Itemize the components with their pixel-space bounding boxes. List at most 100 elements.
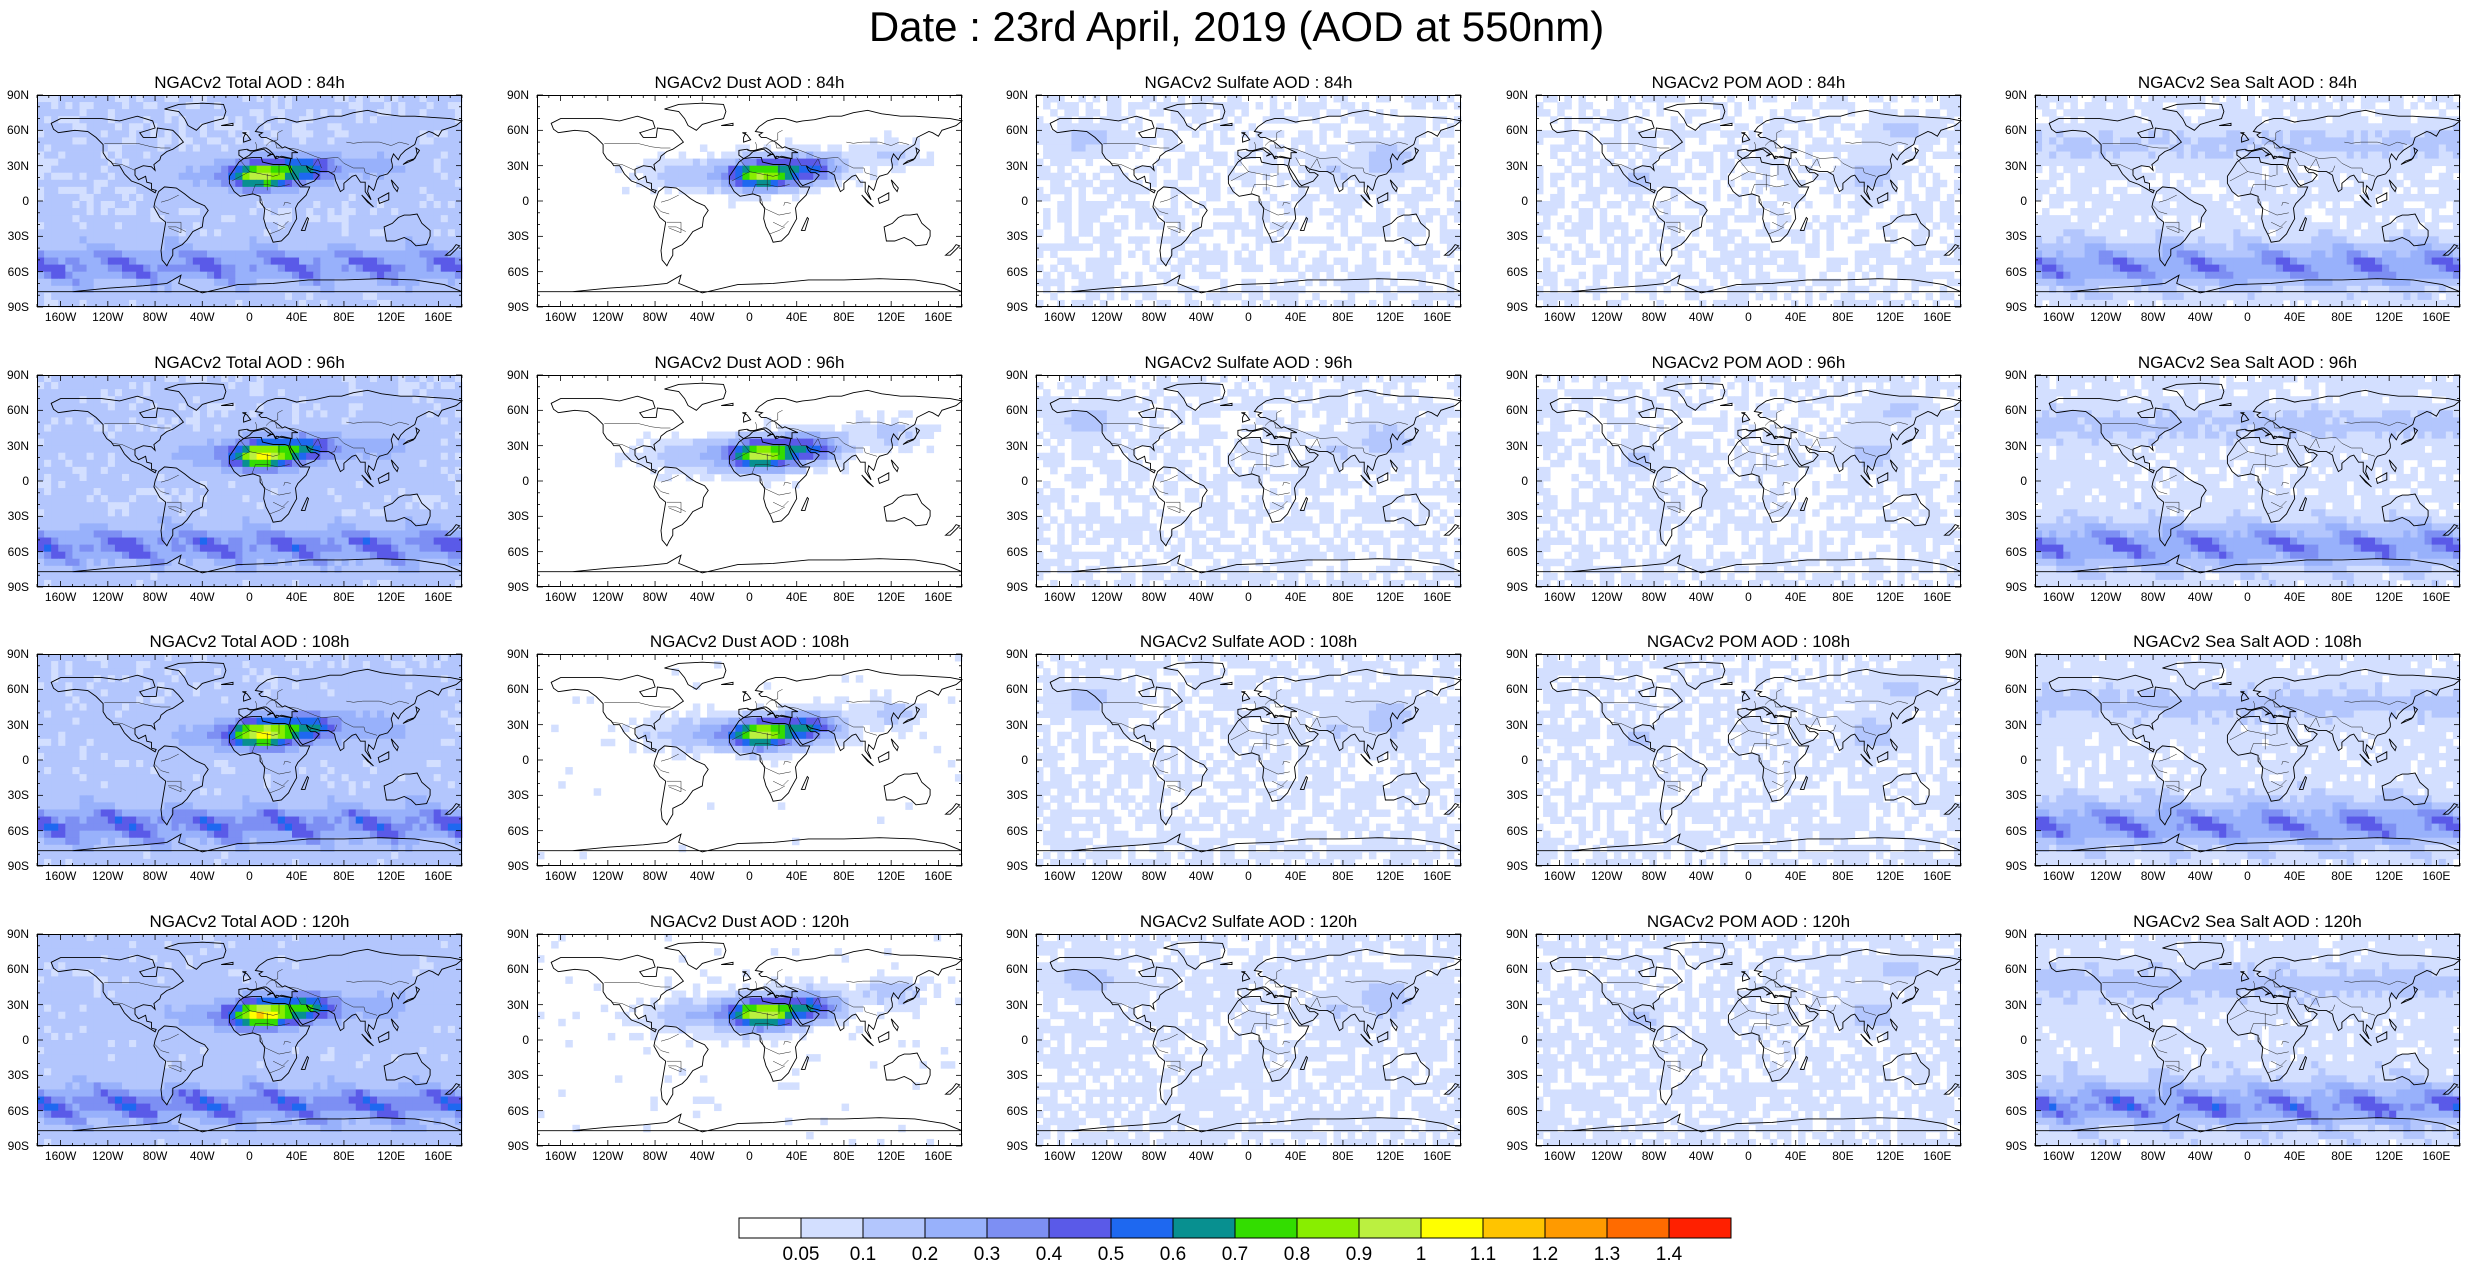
longitude-tick-label: 120W	[83, 310, 133, 324]
longitude-tick-label: 120E	[366, 1149, 416, 1163]
longitude-tick-label: 80W	[1629, 869, 1679, 883]
latitude-tick-label: 30S	[1498, 229, 1528, 243]
longitude-tick-label: 40W	[677, 1149, 727, 1163]
latitude-tick-label: 90N	[499, 647, 529, 661]
latitude-tick-label: 30N	[998, 718, 1028, 732]
latitude-tick-label: 30N	[1997, 439, 2027, 453]
colorbar-swatch	[801, 1218, 863, 1238]
latitude-tick-label: 30S	[998, 229, 1028, 243]
colorbar-label: 1.3	[1582, 1244, 1632, 1266]
latitude-tick-label: 90S	[0, 580, 29, 594]
longitude-tick-label: 160W	[36, 1149, 86, 1163]
latitude-tick-label: 90S	[1997, 859, 2027, 873]
longitude-tick-label: 120E	[1365, 869, 1415, 883]
longitude-tick-label: 160E	[2411, 869, 2461, 883]
longitude-tick-label: 0	[1224, 869, 1274, 883]
longitude-tick-label: 160W	[2034, 869, 2084, 883]
longitude-tick-label: 120W	[1582, 310, 1632, 324]
longitude-tick-label: 40E	[1771, 590, 1821, 604]
longitude-tick-label: 40E	[772, 1149, 822, 1163]
longitude-tick-label: 0	[725, 1149, 775, 1163]
aod-field	[2035, 375, 2460, 587]
longitude-tick-label: 80E	[1818, 310, 1868, 324]
aod-field	[537, 934, 962, 1146]
longitude-tick-label: 160W	[36, 310, 86, 324]
latitude-tick-label: 90N	[998, 927, 1028, 941]
panel-title: NGACv2 Sulfate AOD : 108h	[1036, 631, 1461, 653]
longitude-tick-label: 120W	[1082, 1149, 1132, 1163]
longitude-tick-label: 40E	[2270, 310, 2320, 324]
colorbar-swatch	[1421, 1218, 1483, 1238]
longitude-tick-label: 40W	[2175, 869, 2225, 883]
longitude-tick-label: 40E	[1271, 310, 1321, 324]
longitude-tick-label: 120E	[2364, 590, 2414, 604]
aod-map	[37, 934, 462, 1146]
aod-map	[1036, 95, 1461, 307]
latitude-tick-label: 90S	[499, 859, 529, 873]
longitude-tick-label: 160E	[913, 590, 963, 604]
latitude-tick-label: 90S	[998, 859, 1028, 873]
latitude-tick-label: 30N	[0, 439, 29, 453]
latitude-tick-label: 60S	[0, 1104, 29, 1118]
latitude-tick-label: 90N	[499, 368, 529, 382]
aod-map	[537, 95, 962, 307]
colorbar-label: 0.5	[1086, 1244, 1136, 1266]
panel-title: NGACv2 POM AOD : 108h	[1536, 631, 1961, 653]
latitude-tick-label: 30S	[1498, 1068, 1528, 1082]
latitude-tick-label: 30S	[0, 229, 29, 243]
latitude-tick-label: 90S	[0, 1139, 29, 1153]
longitude-tick-label: 160W	[1035, 869, 1085, 883]
longitude-tick-label: 40W	[1676, 310, 1726, 324]
aod-field	[1036, 934, 1461, 1146]
colorbar-label: 0.8	[1272, 1244, 1322, 1266]
aod-field	[1036, 654, 1461, 866]
longitude-tick-label: 120E	[1865, 590, 1915, 604]
latitude-tick-label: 90S	[998, 580, 1028, 594]
aod-field	[1536, 654, 1961, 866]
longitude-tick-label: 160W	[1535, 1149, 1585, 1163]
aod-field	[615, 410, 941, 488]
panel-title: NGACv2 Total AOD : 96h	[37, 352, 462, 374]
latitude-tick-label: 30S	[998, 788, 1028, 802]
latitude-tick-label: 30S	[499, 1068, 529, 1082]
latitude-tick-label: 60N	[1498, 123, 1528, 137]
colorbar-swatch	[1297, 1218, 1359, 1238]
longitude-tick-label: 80E	[1818, 1149, 1868, 1163]
longitude-tick-label: 80E	[319, 310, 369, 324]
latitude-tick-label: 60N	[499, 123, 529, 137]
latitude-tick-label: 0	[0, 194, 29, 208]
longitude-tick-label: 160W	[1535, 590, 1585, 604]
longitude-tick-label: 160W	[536, 310, 586, 324]
latitude-tick-label: 90S	[0, 300, 29, 314]
aod-map	[1536, 95, 1961, 307]
panel-title: NGACv2 Sulfate AOD : 96h	[1036, 352, 1461, 374]
panel-title: NGACv2 Total AOD : 120h	[37, 911, 462, 933]
longitude-tick-label: 160W	[2034, 590, 2084, 604]
latitude-tick-label: 90N	[1997, 927, 2027, 941]
longitude-tick-label: 160E	[413, 1149, 463, 1163]
longitude-tick-label: 80E	[1318, 310, 1368, 324]
longitude-tick-label: 160E	[1412, 590, 1462, 604]
longitude-tick-label: 120E	[1865, 1149, 1915, 1163]
longitude-tick-label: 120W	[2081, 869, 2131, 883]
longitude-tick-label: 160E	[913, 310, 963, 324]
colorbar-swatch	[987, 1218, 1049, 1238]
latitude-tick-label: 30S	[0, 1068, 29, 1082]
colorbar-label: 0.6	[1148, 1244, 1198, 1266]
longitude-tick-label: 40E	[1771, 310, 1821, 324]
longitude-tick-label: 80E	[1318, 590, 1368, 604]
colorbar-label: 1.2	[1520, 1244, 1570, 1266]
longitude-tick-label: 80E	[2317, 310, 2367, 324]
latitude-tick-label: 60S	[1498, 265, 1528, 279]
longitude-tick-label: 40W	[177, 310, 227, 324]
longitude-tick-label: 160E	[413, 869, 463, 883]
longitude-tick-label: 0	[2223, 590, 2273, 604]
aod-map	[1036, 654, 1461, 866]
latitude-tick-label: 30N	[499, 159, 529, 173]
colorbar-label: 0.9	[1334, 1244, 1384, 1266]
latitude-tick-label: 90N	[1498, 927, 1528, 941]
